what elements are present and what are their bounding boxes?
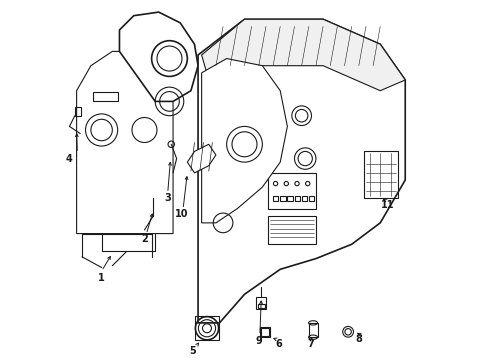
Bar xyxy=(267,173,315,208)
Text: 3: 3 xyxy=(164,193,171,203)
Text: 7: 7 xyxy=(306,339,313,348)
Bar xyxy=(308,323,317,337)
Text: 9: 9 xyxy=(255,336,262,346)
Polygon shape xyxy=(187,144,216,173)
Polygon shape xyxy=(201,19,405,91)
Text: 1: 1 xyxy=(98,273,105,283)
Bar xyxy=(272,196,278,202)
Text: 5: 5 xyxy=(189,346,196,356)
Bar xyxy=(259,327,270,337)
Text: 11: 11 xyxy=(380,200,393,210)
Polygon shape xyxy=(77,51,173,234)
Bar xyxy=(260,328,268,336)
Text: 8: 8 xyxy=(355,334,362,344)
Polygon shape xyxy=(119,12,198,102)
Bar xyxy=(280,196,285,202)
Polygon shape xyxy=(201,59,287,223)
Bar xyxy=(75,107,81,116)
Bar xyxy=(93,93,118,102)
Polygon shape xyxy=(198,19,405,323)
Bar xyxy=(195,316,218,340)
Bar xyxy=(364,152,397,198)
Bar xyxy=(287,196,292,202)
Bar xyxy=(267,216,315,244)
Bar xyxy=(256,297,266,309)
Bar xyxy=(294,196,299,202)
Text: 4: 4 xyxy=(66,154,73,163)
Bar xyxy=(308,196,313,202)
Text: 2: 2 xyxy=(141,234,147,244)
Text: 10: 10 xyxy=(175,209,188,219)
Bar xyxy=(257,304,264,307)
Bar xyxy=(301,196,306,202)
Text: 6: 6 xyxy=(274,339,281,349)
